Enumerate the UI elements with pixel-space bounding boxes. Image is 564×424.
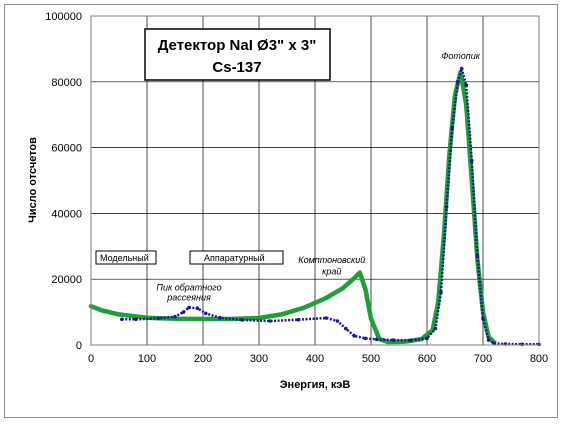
x-tick-label: 100 [138,353,156,365]
chart-title-line-1: Детектор NaI Ø3" x 3" [158,37,317,54]
title-box: Детектор NaI Ø3" x 3" Cs-137 [144,28,331,81]
x-axis-title: Энергия, кэВ [280,379,351,391]
y-tick-label: 40000 [51,208,82,220]
series-point-hardware [204,311,208,316]
series-point-hardware [433,326,438,331]
series-point-hardware [240,318,244,322]
series-point-hardware [187,305,191,310]
series-point-hardware [408,338,413,343]
annotation-label: край [322,266,341,276]
tick-labels: 0 100 200 300 400 500 600 700 800 0 20000 40000 6000… [45,11,548,365]
x-tick-label: 200 [194,353,212,365]
series-point-hardware [335,319,340,323]
series-point-hardware [470,159,474,163]
series-point-hardware [492,341,497,346]
series-point-hardware [173,314,177,319]
series-point-hardware [425,336,429,341]
series-point-hardware [520,342,524,347]
series-line-model [88,69,497,345]
series-point-hardware [475,254,480,258]
y-axis-title: Число отсчетов [27,137,39,223]
legend: Модельный Аппаратурный [95,250,284,265]
x-tick-label: 0 [88,353,94,365]
plot-border [90,15,540,346]
x-tick-label: 300 [250,353,268,365]
legend-box-model [95,250,157,265]
annotation-label: Комптоновский [298,255,365,265]
series-point-hardware [195,306,200,311]
y-tick-label: 100000 [45,11,82,23]
y-tick-label: 60000 [51,143,82,155]
x-tick-label: 500 [362,353,380,365]
series-point-hardware [156,316,160,321]
y-tick-label: 80000 [51,77,82,89]
series-point-hardware [120,317,124,322]
series-point-hardware [464,83,469,87]
series-point-hardware [374,337,379,342]
series-point-hardware [134,317,138,322]
annotation-label: рассеяния [166,293,211,303]
series-point-hardware [459,66,464,71]
series-point-hardware [444,205,449,209]
x-tick-label: 400 [306,353,324,365]
series-point-hardware [352,334,357,338]
series-point-hardware [486,338,491,342]
series-point-hardware [391,338,396,342]
series-point-hardware [450,126,455,130]
legend-label-hardware: Аппаратурный [204,253,265,263]
legend-label-model: Модельный [100,253,149,263]
series-point-hardware [181,310,186,314]
series-point-hardware [363,336,368,341]
series-point-hardware [481,316,485,321]
x-tick-label: 800 [530,353,548,365]
series-point-hardware [456,80,460,84]
y-tick-label: 0 [76,340,82,352]
series-point-hardware [218,315,222,320]
title-box-frame [144,28,331,81]
legend-box-hardware [189,250,284,265]
series-point-hardware [344,326,348,331]
series-point-hardware [268,319,273,323]
series-point-hardware [324,316,329,320]
annotation-label: Пик обратного [156,283,221,293]
series-point-hardware [439,290,443,295]
series-point-hardware [296,317,301,322]
x-tick-label: 700 [474,353,492,365]
y-tick-label: 20000 [51,274,82,286]
x-tick-label: 600 [418,353,436,365]
chart-title-line-2: Cs-137 [212,59,261,76]
annotation-label: Фотопик [441,51,481,61]
